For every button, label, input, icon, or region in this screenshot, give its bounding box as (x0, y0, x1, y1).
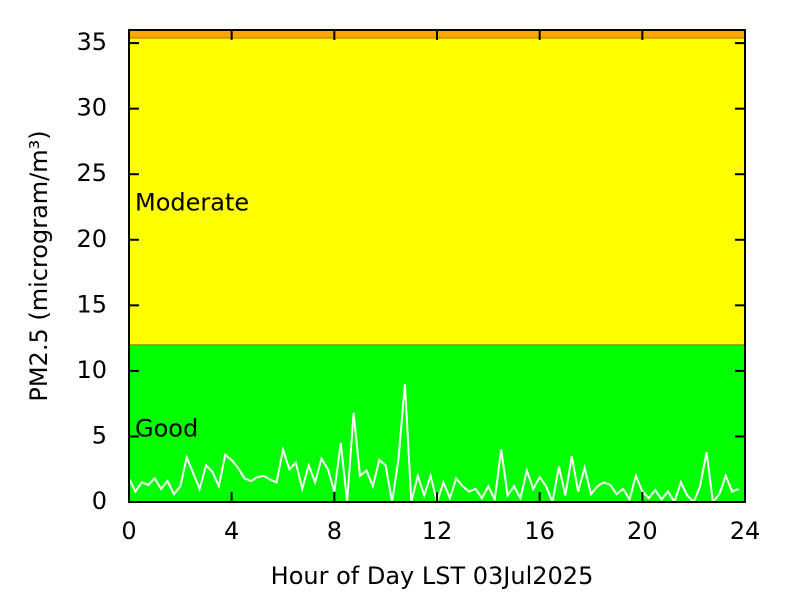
y-tick-label: 30 (76, 94, 107, 122)
y-tick-label: 10 (76, 356, 107, 384)
x-tick-label: 20 (627, 517, 658, 545)
data-line (128, 383, 739, 506)
y-tick-label: 20 (76, 225, 107, 253)
x-axis-label: Hour of Day LST 03Jul2025 (271, 562, 594, 590)
y-tick-label: 25 (76, 159, 107, 187)
plot (128, 383, 739, 506)
band (129, 37, 745, 345)
x-tick-label: 4 (224, 517, 239, 545)
y-tick-label: 0 (92, 487, 107, 515)
x-tick-label: 16 (524, 517, 555, 545)
y-tick-label: 35 (76, 28, 107, 56)
x-tick-label: 8 (327, 517, 342, 545)
x-tick-label: 12 (422, 517, 453, 545)
y-tick-label: 5 (92, 421, 107, 449)
x-tick-label: 0 (121, 517, 136, 545)
bands: Good Moderate (129, 29, 745, 502)
band (129, 344, 745, 502)
band-label: Moderate (135, 189, 249, 217)
x-tick-label: 24 (730, 517, 761, 545)
y-tick-label: 15 (76, 290, 107, 318)
band-label: Good (135, 415, 198, 443)
y-axis-label: PM2.5 (microgram/m³) (25, 130, 53, 401)
